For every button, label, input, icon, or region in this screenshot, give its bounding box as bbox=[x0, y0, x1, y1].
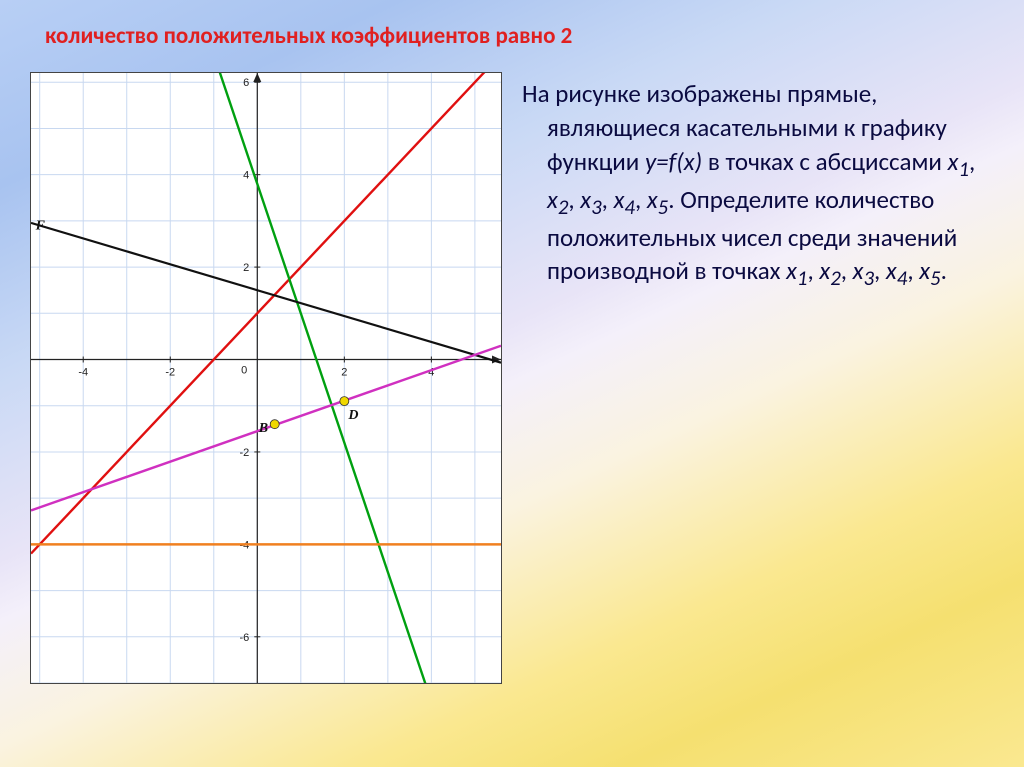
sub-2: 2 bbox=[558, 194, 569, 220]
chart-column: 0-4-224-6-4-2246BDF bbox=[30, 72, 502, 689]
svg-text:4: 4 bbox=[243, 170, 249, 182]
sub-3b: 3 bbox=[863, 265, 874, 291]
slide-title: количество положительных коэффициентов р… bbox=[45, 22, 994, 50]
comma-5: , bbox=[807, 255, 819, 286]
chart-container: 0-4-224-6-4-2246BDF bbox=[30, 72, 502, 684]
period-1: . bbox=[668, 184, 680, 215]
sym-x4: x bbox=[614, 184, 625, 215]
point-D bbox=[340, 397, 349, 406]
svg-text:2: 2 bbox=[243, 262, 249, 274]
sub-5: 5 bbox=[658, 194, 669, 220]
sym-x1b: x bbox=[786, 255, 797, 286]
point-label-D: D bbox=[347, 408, 358, 423]
svg-text:-6: -6 bbox=[240, 632, 250, 644]
comma-6: , bbox=[841, 255, 853, 286]
text-part-1b: в точках с абсциссами bbox=[708, 146, 948, 177]
svg-text:-2: -2 bbox=[165, 367, 175, 379]
sub-3: 3 bbox=[591, 194, 602, 220]
comma-2: , bbox=[568, 184, 580, 215]
sym-x1: x bbox=[948, 146, 959, 177]
svg-text:-4: -4 bbox=[78, 367, 88, 379]
problem-text: На рисунке изображены прямые, являющиеся… bbox=[522, 72, 994, 689]
comma-1: , bbox=[969, 146, 975, 177]
svg-text:2: 2 bbox=[341, 367, 347, 379]
sub-4b: 4 bbox=[897, 265, 908, 291]
svg-text:-2: -2 bbox=[240, 447, 250, 459]
content-row: 0-4-224-6-4-2246BDF На рисунке изображен… bbox=[30, 72, 994, 689]
sym-x5: x bbox=[647, 184, 658, 215]
point-label-B: B bbox=[258, 421, 268, 436]
label-F: F bbox=[35, 219, 46, 234]
svg-text:6: 6 bbox=[243, 77, 249, 89]
sym-x5b: x bbox=[919, 255, 930, 286]
sub-4: 4 bbox=[624, 194, 635, 220]
comma-7: , bbox=[874, 255, 886, 286]
comma-4: , bbox=[635, 184, 647, 215]
sym-x2: x bbox=[547, 184, 558, 215]
comma-3: , bbox=[602, 184, 614, 215]
sym-x4b: x bbox=[886, 255, 897, 286]
text-fx: y=f(x) bbox=[645, 146, 702, 177]
sym-x3: x bbox=[580, 184, 591, 215]
sym-x3b: x bbox=[853, 255, 864, 286]
sym-x2b: x bbox=[819, 255, 830, 286]
svg-text:0: 0 bbox=[241, 365, 247, 377]
point-B bbox=[270, 420, 279, 429]
sub-5b: 5 bbox=[930, 265, 941, 291]
sub-2b: 2 bbox=[830, 265, 841, 291]
sub-1b: 1 bbox=[797, 265, 808, 291]
comma-8: , bbox=[907, 255, 919, 286]
sub-1: 1 bbox=[958, 156, 969, 182]
tangent-lines-chart: 0-4-224-6-4-2246BDF bbox=[31, 73, 501, 683]
